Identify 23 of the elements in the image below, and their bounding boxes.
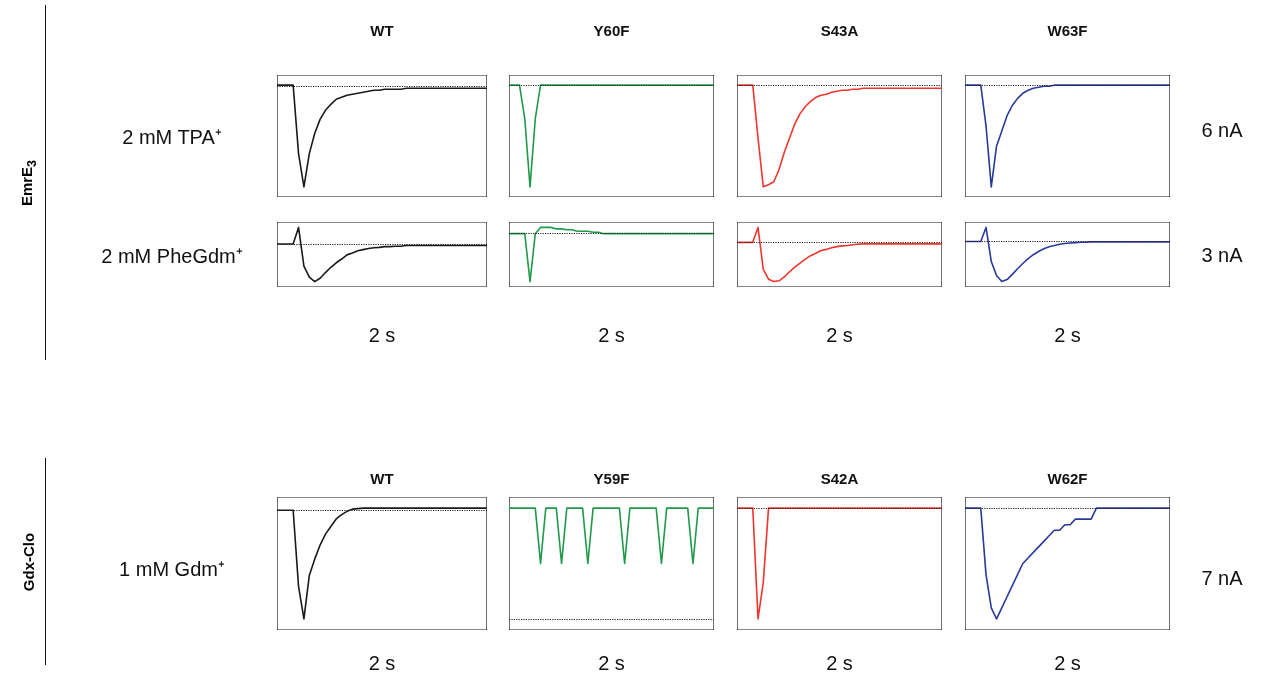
y-axis-title: 2 mM TPA⁺ [122,124,222,150]
x-axis-title: 2 s [598,323,625,347]
x-axis-title: 2 s [598,651,625,673]
x-axis-title: 2 s [1054,323,1081,347]
chart-title: S42A [820,469,859,487]
chart-title: S43A [820,21,859,39]
y2-axis-title: 6 nA [1201,118,1243,142]
y-axis-title: 2 mM PheGdm⁺ [101,243,243,269]
y-axis-title: 1 mM Gdm⁺ [119,556,225,582]
x-axis-title: 2 s [826,323,853,347]
chart-title: WT [370,21,394,39]
x-axis-title: 2 s [368,651,396,673]
x-axis-title: 2 s [826,651,853,673]
chart-title: Y59F [593,469,630,487]
chart-title: WT [370,469,394,487]
chart-title: W63F [1047,21,1088,39]
text: Gdx-Clo [19,532,37,591]
chart-title: W62F [1047,469,1088,487]
y2-axis-title: 7 nA [1201,566,1243,590]
y2-axis-title: 3 nA [1201,243,1243,267]
x-axis-title: 2 s [1054,651,1081,673]
chart-title: Y60F [593,21,630,39]
x-axis-title: 2 s [368,323,396,347]
